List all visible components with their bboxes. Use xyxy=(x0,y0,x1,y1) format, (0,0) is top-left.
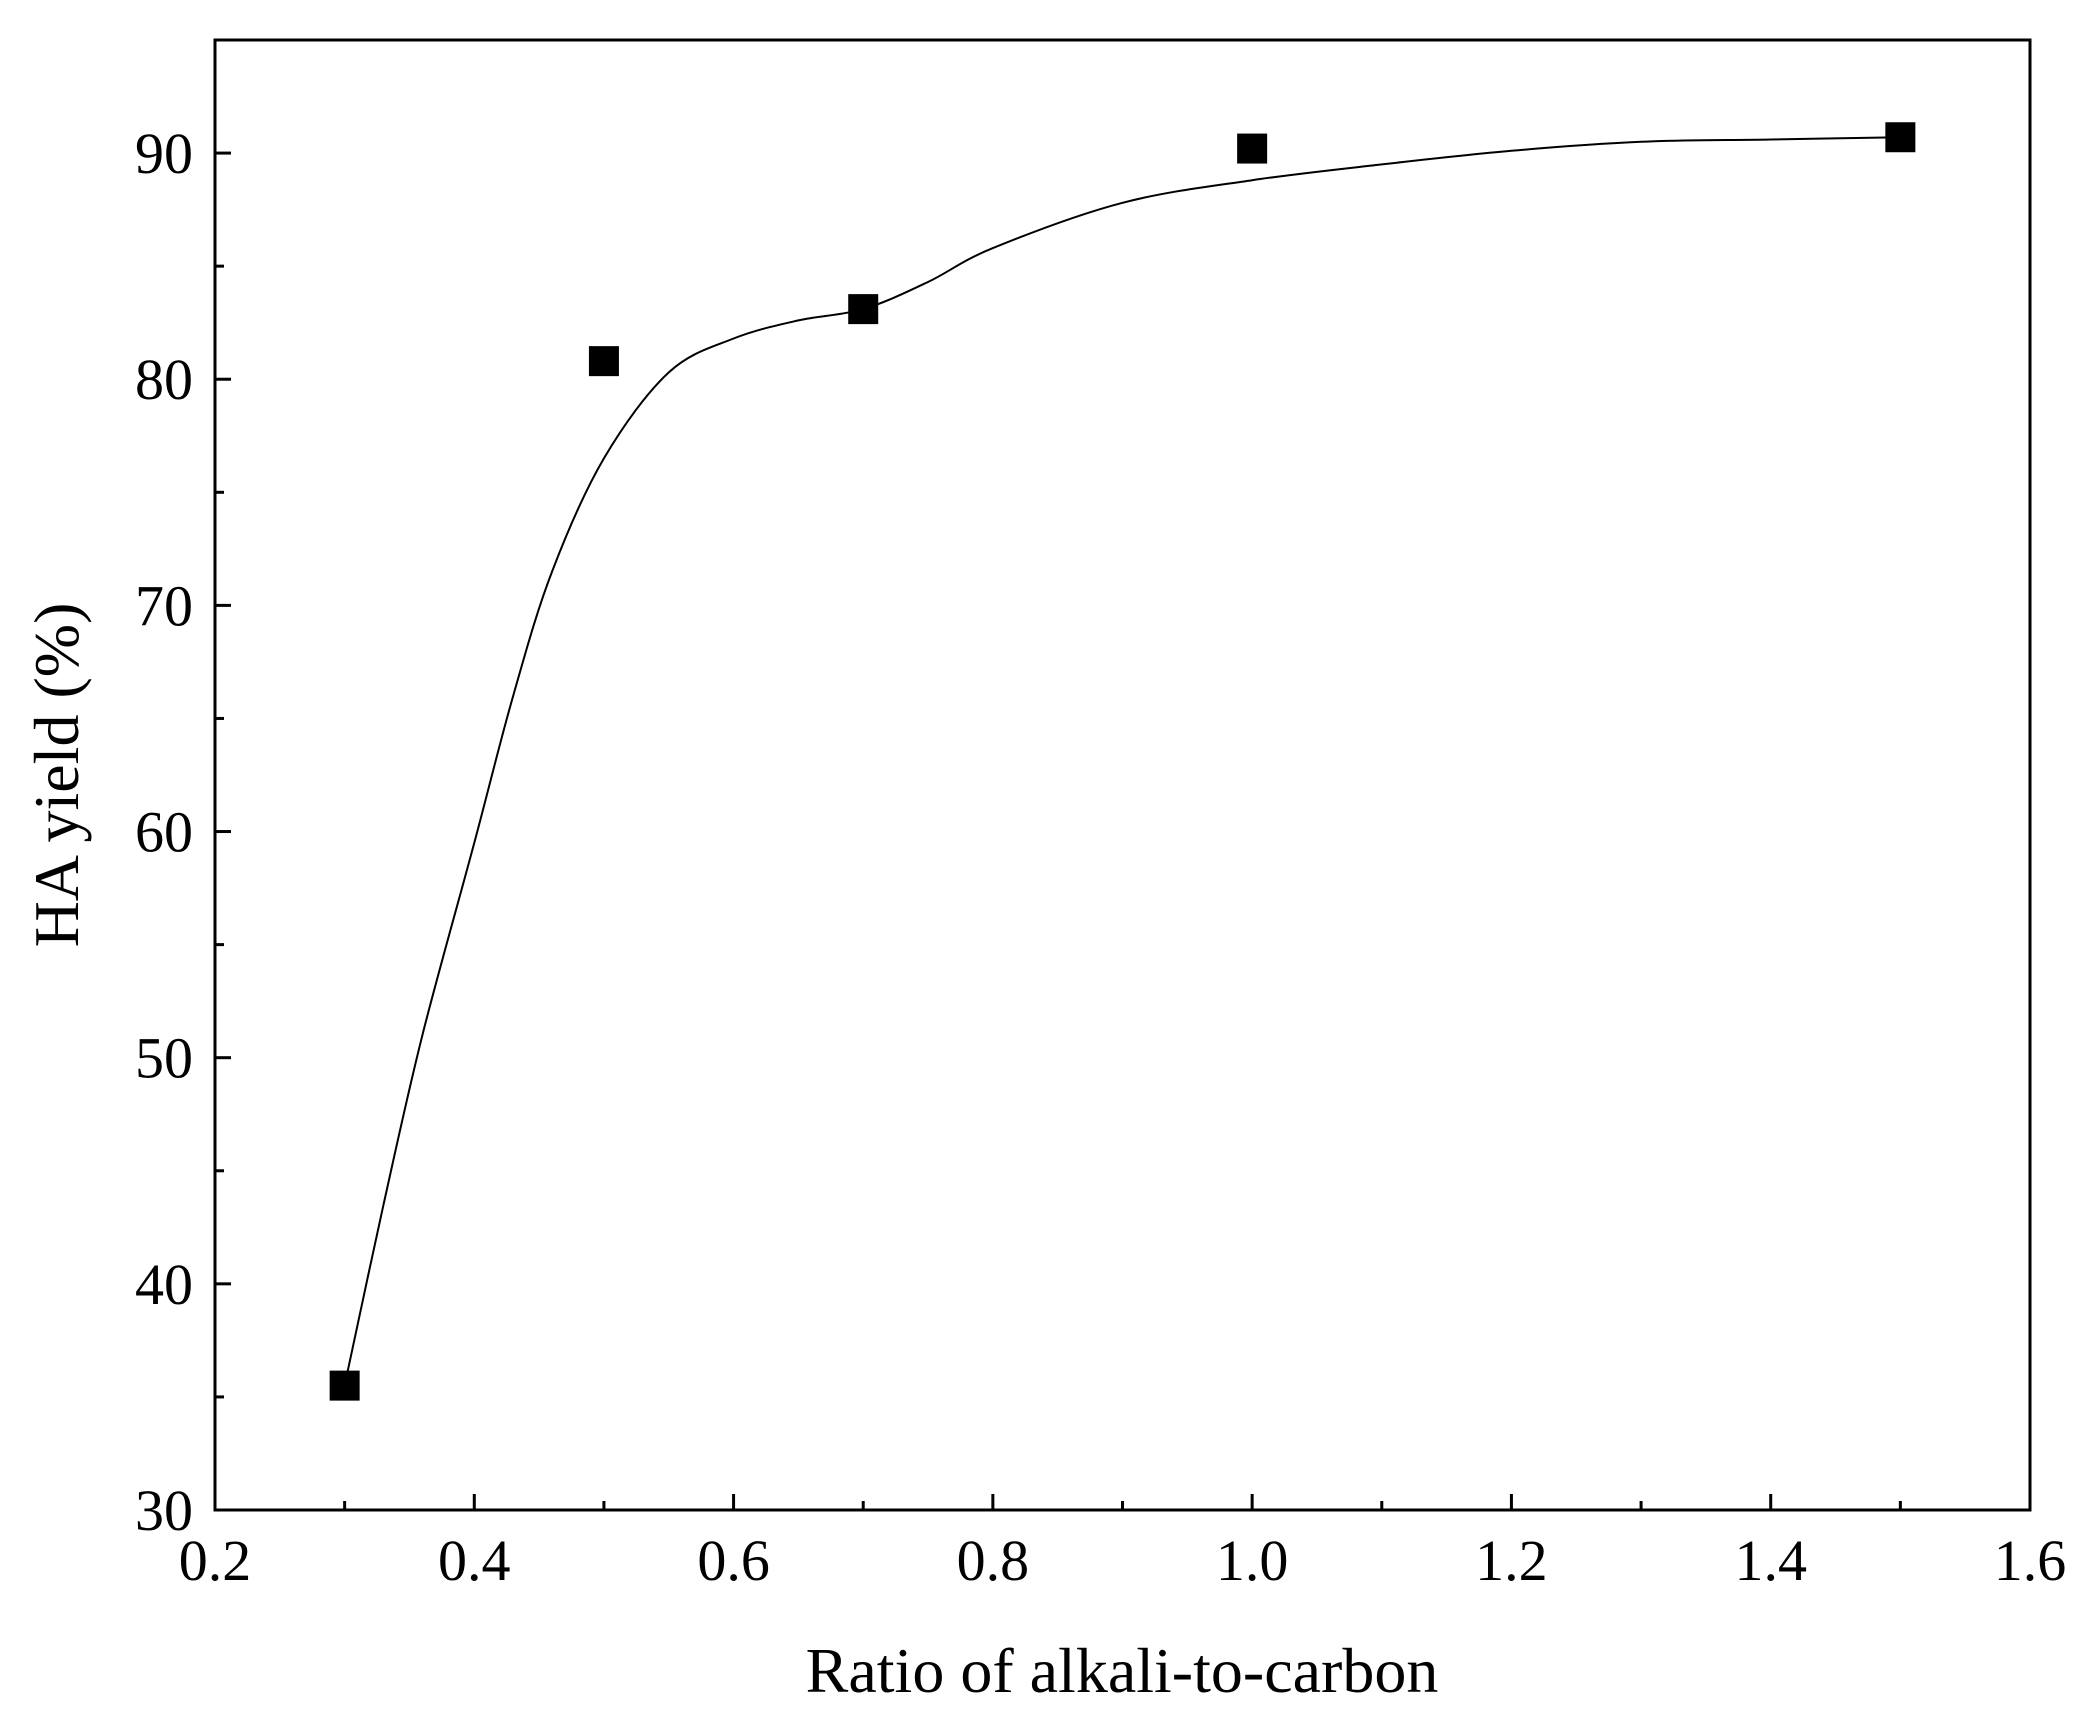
x-tick-label: 1.2 xyxy=(1475,1528,1548,1593)
y-tick-label: 70 xyxy=(135,573,193,638)
data-point xyxy=(329,1370,360,1401)
y-tick-label: 90 xyxy=(135,121,193,186)
x-tick-label: 0.2 xyxy=(179,1528,252,1593)
y-tick-label: 80 xyxy=(135,347,193,412)
data-point xyxy=(1237,133,1268,164)
fit-curve xyxy=(343,136,1901,1386)
y-tick-label: 50 xyxy=(135,1026,193,1091)
x-tick-label: 0.4 xyxy=(438,1528,511,1593)
y-tick-label: 60 xyxy=(135,800,193,865)
x-tick-label: 1.0 xyxy=(1216,1528,1289,1593)
y-tick-label: 40 xyxy=(135,1252,193,1317)
y-tick-label: 30 xyxy=(135,1478,193,1543)
x-tick-label: 0.6 xyxy=(697,1528,770,1593)
data-points xyxy=(329,122,1916,1401)
y-axis-ticks: 30 40 50 60 70 80 90 xyxy=(135,121,231,1543)
plot-frame xyxy=(213,38,2032,1512)
data-point xyxy=(588,346,619,377)
y-axis-title: HA yield (%) xyxy=(21,603,92,948)
data-point xyxy=(1885,122,1916,153)
x-axis-ticks: 0.2 0.4 0.6 0.8 1.0 1.2 1.4 1.6 xyxy=(179,1494,2067,1593)
x-axis-title: Ratio of alkali-to-carbon xyxy=(806,1635,1439,1706)
data-point xyxy=(848,294,879,325)
x-tick-label: 0.8 xyxy=(957,1528,1030,1593)
x-tick-label: 1.6 xyxy=(1994,1528,2067,1593)
x-tick-label: 1.4 xyxy=(1734,1528,1807,1593)
